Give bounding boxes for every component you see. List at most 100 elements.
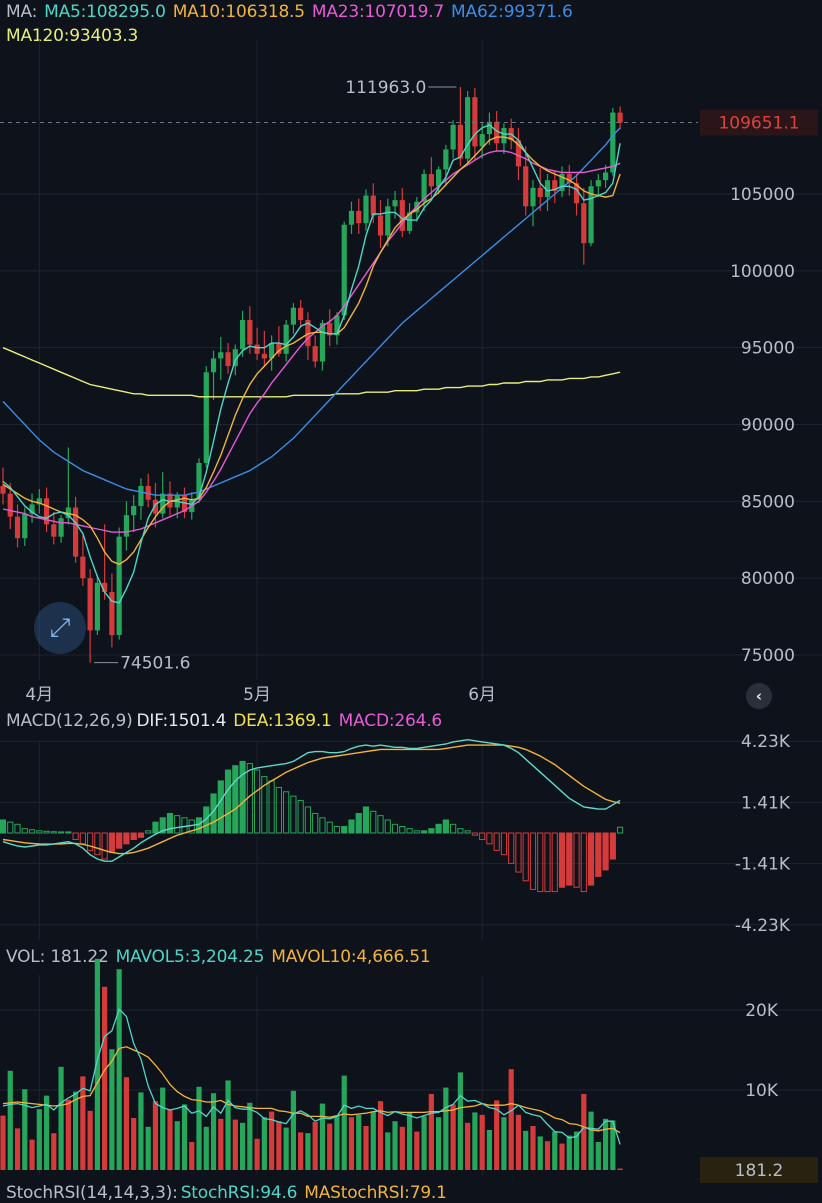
- candle-body: [588, 186, 594, 244]
- volume-bar: [515, 1114, 522, 1170]
- macd-histogram-bar: [137, 832, 145, 838]
- volume-bar: [406, 1112, 413, 1170]
- volume-bar: [152, 1101, 159, 1170]
- price-tick-label: 75000: [741, 646, 795, 666]
- volume-bar: [261, 1117, 267, 1170]
- volume-current-tag: [700, 1157, 818, 1183]
- candle-body: [494, 121, 500, 144]
- volume-bar: [247, 1102, 253, 1170]
- volume-bar: [51, 1133, 57, 1170]
- macd-histogram-bar: [254, 769, 261, 834]
- candle-body: [523, 166, 529, 207]
- month-tick-label: 6月: [468, 685, 496, 705]
- macd-histogram-bar: [515, 832, 522, 873]
- volume-bar: [218, 1118, 224, 1170]
- ma62-label: MA62:99371.6: [451, 2, 573, 22]
- volume-bar: [73, 1091, 79, 1170]
- volume-bar: [58, 1066, 64, 1170]
- candle-body: [501, 127, 507, 144]
- ma-legend-prefix: MA:: [6, 2, 38, 22]
- volume-bar: [167, 1109, 173, 1170]
- candle-body: [486, 121, 493, 135]
- macd-histogram-bar: [341, 825, 348, 834]
- candle-body: [363, 195, 369, 224]
- macd-histogram-bar: [72, 832, 79, 841]
- volume-bar: [341, 1075, 347, 1170]
- candle-body: [479, 134, 485, 147]
- volume-bar: [537, 1136, 543, 1170]
- price-tick-label: 100000: [730, 262, 795, 282]
- macd-histogram-bar: [442, 819, 449, 834]
- ma10-label: MA10:106318.5: [172, 2, 305, 22]
- macd-histogram-bar: [522, 832, 529, 882]
- macd-histogram-bar: [130, 832, 137, 841]
- candle-body: [43, 498, 50, 525]
- volume-bar: [109, 1049, 115, 1170]
- candle-body: [327, 323, 333, 336]
- volume-bar: [319, 1103, 326, 1170]
- volume-bar: [102, 986, 108, 1170]
- macd-histogram-bar: [145, 830, 152, 834]
- expand-arrows-icon[interactable]: ⤢: [34, 602, 86, 654]
- macd-histogram-bar: [159, 817, 166, 834]
- volume-bar: [428, 1094, 434, 1170]
- candle-body: [552, 180, 558, 191]
- macd-histogram-bar: [479, 832, 486, 841]
- candle-body: [94, 582, 100, 631]
- month-tick-label: 4月: [25, 685, 53, 705]
- macd-histogram-bar: [87, 832, 94, 851]
- macd-histogram-bar: [464, 830, 471, 834]
- candle-body: [261, 353, 267, 359]
- macd-histogram-bar: [36, 830, 43, 834]
- current-price-tag: [700, 109, 818, 136]
- mavol5-label: MAVOL5:3,204.25: [115, 947, 265, 967]
- volume-bar: [29, 1139, 35, 1170]
- volume-bar: [581, 1094, 587, 1170]
- candle-body: [80, 556, 86, 579]
- volume-bar: [523, 1130, 529, 1170]
- candle-body: [436, 169, 442, 187]
- volume-bar: [443, 1087, 449, 1170]
- volume-bar: [232, 1119, 238, 1170]
- macd-histogram-bar: [333, 825, 341, 834]
- volume-bar: [22, 1089, 28, 1170]
- candle-body: [348, 210, 355, 225]
- volume-bar: [370, 1111, 376, 1170]
- candle-body: [319, 323, 326, 362]
- macd-histogram-bar: [529, 832, 537, 890]
- candle-body: [457, 124, 463, 159]
- macd-histogram-bar: [65, 831, 72, 834]
- stochrsi-d-label: MAStochRSI:79.1: [304, 1183, 447, 1203]
- volume-bar: [305, 1133, 311, 1170]
- macd-histogram-bar: [232, 765, 239, 834]
- macd-histogram-bar: [101, 832, 108, 860]
- ma-legend: MA: MA5:108295.0 MA10:106318.5 MA23:107019.…: [6, 2, 580, 22]
- volume-current-value: 181.2: [735, 1161, 784, 1181]
- macd-histogram-bar: [551, 832, 558, 893]
- vol-legend: VOL: 181.22 MAVOL5:3,204.25 MAVOL10:4,666.…: [6, 947, 438, 967]
- macd-histogram-bar: [0, 819, 7, 834]
- candle-body: [196, 462, 202, 500]
- macd-histogram-bar: [471, 832, 478, 836]
- candle-body: [559, 174, 565, 191]
- candle-body: [356, 210, 362, 224]
- volume-bars-group: [0, 958, 623, 1170]
- volume-bar: [225, 1080, 231, 1170]
- volume-bar: [196, 1086, 202, 1170]
- collapse-chevron-icon[interactable]: ‹: [746, 683, 772, 709]
- ma5-line: [2, 124, 621, 604]
- macd-histogram-bar: [174, 815, 181, 834]
- candle-body: [370, 195, 376, 216]
- grid-lines: [0, 40, 822, 1175]
- volume-bar: [0, 1115, 6, 1170]
- macd-histogram-bar: [79, 832, 86, 845]
- macd-title: MACD(12,26,9): [6, 711, 133, 731]
- macd-dea-line: [2, 744, 621, 855]
- volume-bar: [421, 1116, 427, 1170]
- volume-bar: [414, 1131, 420, 1170]
- candle-body: [22, 513, 28, 539]
- volume-bar: [530, 1126, 536, 1170]
- stochrsi-k-label: StochRSI:94.6: [180, 1183, 298, 1203]
- candle-body: [537, 187, 543, 198]
